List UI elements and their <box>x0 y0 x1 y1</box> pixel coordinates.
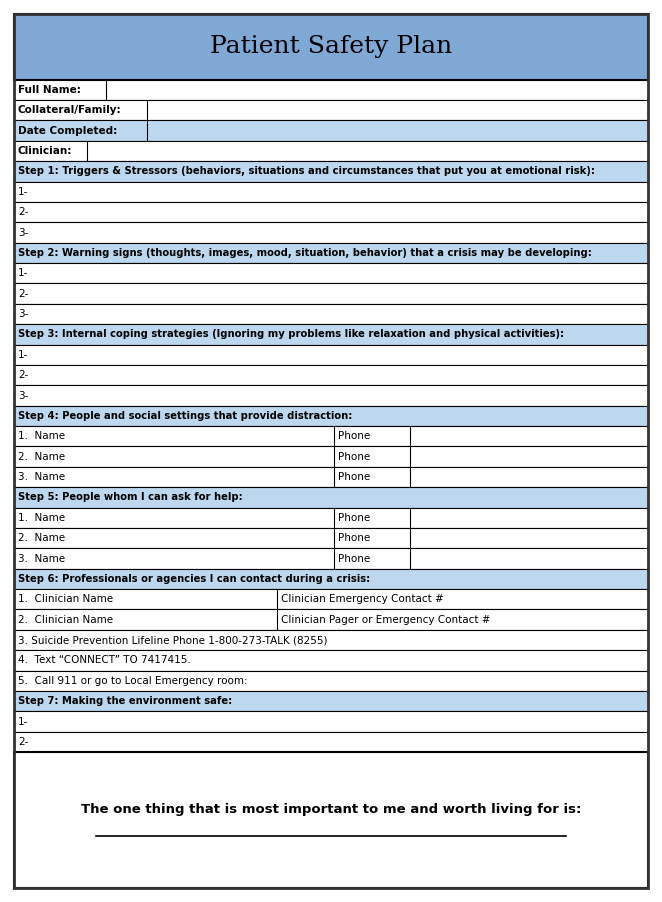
Text: Step 4: People and social settings that provide distraction:: Step 4: People and social settings that … <box>18 411 352 421</box>
Text: Clinician Emergency Contact #: Clinician Emergency Contact # <box>281 594 444 604</box>
Bar <box>14 181 648 202</box>
Bar <box>14 630 648 650</box>
Text: 1-: 1- <box>18 716 28 727</box>
Bar <box>14 487 648 508</box>
Text: Collateral/Family:: Collateral/Family: <box>18 106 122 115</box>
Bar <box>14 100 648 121</box>
Text: 2.  Name: 2. Name <box>18 533 65 543</box>
Bar <box>14 263 648 283</box>
Text: Step 2: Warning signs (thoughts, images, mood, situation, behavior) that a crisi: Step 2: Warning signs (thoughts, images,… <box>18 248 592 258</box>
Text: 3.  Name: 3. Name <box>18 472 65 482</box>
Bar <box>14 283 648 304</box>
Text: Date Completed:: Date Completed: <box>18 125 117 135</box>
Bar <box>14 650 648 670</box>
Bar <box>14 385 648 406</box>
Text: Phone: Phone <box>338 431 371 441</box>
Text: 3-: 3- <box>18 227 28 237</box>
Bar <box>14 121 648 141</box>
Bar <box>14 222 648 243</box>
Text: Step 5: People whom I can ask for help:: Step 5: People whom I can ask for help: <box>18 492 243 502</box>
Bar <box>14 446 648 467</box>
Bar <box>14 610 648 630</box>
Text: Clinician:: Clinician: <box>18 146 72 156</box>
Bar <box>14 243 648 263</box>
Text: 2-: 2- <box>18 370 28 380</box>
Text: Step 3: Internal coping strategies (Ignoring my problems like relaxation and phy: Step 3: Internal coping strategies (Igno… <box>18 329 564 339</box>
Text: 2.  Clinician Name: 2. Clinician Name <box>18 614 113 625</box>
Bar <box>14 670 648 691</box>
Text: Phone: Phone <box>338 452 371 462</box>
Text: 1.  Clinician Name: 1. Clinician Name <box>18 594 113 604</box>
Bar <box>14 304 648 324</box>
Text: Phone: Phone <box>338 472 371 482</box>
Text: 3. Suicide Prevention Lifeline Phone 1-800-273-TALK (8255): 3. Suicide Prevention Lifeline Phone 1-8… <box>18 635 328 645</box>
Text: 5.  Call 911 or go to Local Emergency room:: 5. Call 911 or go to Local Emergency roo… <box>18 676 248 686</box>
Text: Step 7: Making the environment safe:: Step 7: Making the environment safe: <box>18 696 232 706</box>
Text: 1.  Name: 1. Name <box>18 431 65 441</box>
Text: Clinician Pager or Emergency Contact #: Clinician Pager or Emergency Contact # <box>281 614 491 625</box>
Bar <box>14 528 648 548</box>
Bar <box>14 752 648 888</box>
Bar <box>14 345 648 365</box>
Text: 1-: 1- <box>18 268 28 278</box>
Bar <box>14 14 648 79</box>
Bar <box>14 426 648 446</box>
Text: 3-: 3- <box>18 391 28 400</box>
Text: Step 1: Triggers & Stressors (behaviors, situations and circumstances that put y: Step 1: Triggers & Stressors (behaviors,… <box>18 166 595 177</box>
Bar <box>14 712 648 732</box>
Text: 2-: 2- <box>18 289 28 299</box>
Bar <box>14 202 648 222</box>
Bar <box>14 467 648 487</box>
Text: 1.  Name: 1. Name <box>18 513 65 523</box>
Text: Step 6: Professionals or agencies I can contact during a crisis:: Step 6: Professionals or agencies I can … <box>18 574 370 584</box>
Bar <box>14 569 648 589</box>
Text: 2-: 2- <box>18 207 28 217</box>
Text: 2-: 2- <box>18 737 28 747</box>
Text: 1-: 1- <box>18 350 28 360</box>
Text: Phone: Phone <box>338 513 371 523</box>
Text: Full Name:: Full Name: <box>18 85 81 95</box>
Bar <box>14 732 648 752</box>
Text: The one thing that is most important to me and worth living for is:: The one thing that is most important to … <box>81 803 581 815</box>
Text: Phone: Phone <box>338 533 371 543</box>
Bar <box>14 508 648 528</box>
Bar <box>14 406 648 426</box>
Text: Patient Safety Plan: Patient Safety Plan <box>210 35 452 59</box>
Text: 3-: 3- <box>18 309 28 319</box>
Text: 2.  Name: 2. Name <box>18 452 65 462</box>
Text: 1-: 1- <box>18 187 28 197</box>
Bar <box>14 324 648 345</box>
Bar <box>14 79 648 100</box>
Bar <box>14 365 648 385</box>
Bar <box>14 589 648 610</box>
Bar <box>14 691 648 712</box>
Text: Phone: Phone <box>338 554 371 564</box>
Text: 3.  Name: 3. Name <box>18 554 65 564</box>
Bar <box>14 161 648 181</box>
Bar <box>14 141 648 161</box>
Text: 4.  Text “CONNECT” TO 7417415.: 4. Text “CONNECT” TO 7417415. <box>18 656 191 666</box>
Bar <box>14 548 648 569</box>
